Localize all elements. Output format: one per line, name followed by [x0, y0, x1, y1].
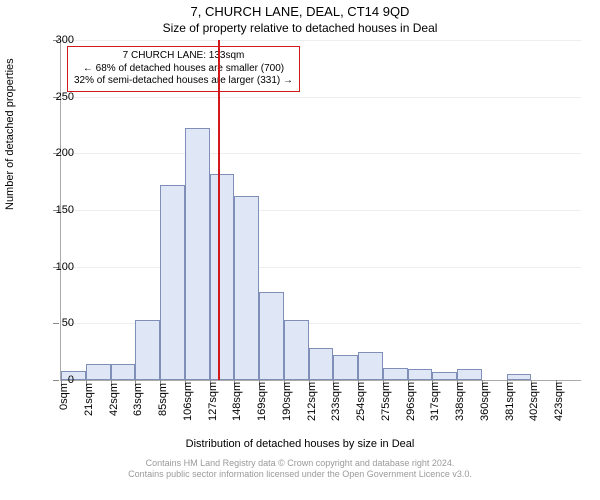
y-tick-label: 300	[34, 34, 74, 46]
x-tick-label: 106sqm	[182, 382, 194, 421]
histogram-bar	[358, 352, 383, 380]
histogram-bar	[507, 374, 532, 380]
footer-line-2: Contains public sector information licen…	[0, 469, 600, 480]
gridline	[61, 40, 581, 41]
plot-area: 7 CHURCH LANE: 133sqm ← 68% of detached …	[60, 40, 581, 381]
histogram-bar	[160, 185, 185, 380]
histogram-bar	[383, 368, 408, 380]
histogram-bar	[408, 369, 433, 380]
chart-subtitle: Size of property relative to detached ho…	[0, 21, 600, 35]
annotation-line-1: 7 CHURCH LANE: 133sqm	[74, 50, 293, 63]
y-tick-label: 100	[34, 261, 74, 273]
x-tick-label: 402sqm	[528, 382, 540, 421]
x-tick-label: 63sqm	[132, 382, 144, 415]
y-tick-label: 150	[34, 204, 74, 216]
gridline	[61, 267, 581, 268]
y-tick-label: 250	[34, 91, 74, 103]
x-tick-label: 148sqm	[231, 382, 243, 421]
x-tick-label: 0sqm	[58, 383, 70, 410]
histogram-bar	[234, 196, 259, 380]
x-tick-label: 317sqm	[429, 382, 441, 421]
histogram-bar	[457, 369, 482, 380]
histogram-bar	[333, 355, 358, 380]
x-tick-label: 296sqm	[405, 382, 417, 421]
footer-attribution: Contains HM Land Registry data © Crown c…	[0, 458, 600, 481]
y-tick-label: 200	[34, 147, 74, 159]
histogram-bar	[309, 348, 334, 380]
chart-title: 7, CHURCH LANE, DEAL, CT14 9QD	[0, 0, 600, 19]
histogram-bar	[185, 128, 210, 380]
x-tick-label: 169sqm	[256, 382, 268, 421]
footer-line-1: Contains HM Land Registry data © Crown c…	[0, 458, 600, 469]
x-tick-label: 21sqm	[83, 382, 95, 415]
histogram-bar	[210, 174, 235, 380]
y-axis-label: Number of detached properties	[4, 58, 16, 210]
x-tick-label: 423sqm	[553, 382, 565, 421]
x-tick-label: 85sqm	[157, 382, 169, 415]
x-tick-label: 360sqm	[479, 382, 491, 421]
marker-line	[218, 40, 220, 380]
gridline	[61, 210, 581, 211]
marker-annotation: 7 CHURCH LANE: 133sqm ← 68% of detached …	[67, 46, 300, 92]
histogram-bar	[259, 292, 284, 380]
x-tick-label: 42sqm	[108, 382, 120, 415]
x-tick-label: 338sqm	[454, 382, 466, 421]
x-tick-label: 275sqm	[380, 382, 392, 421]
histogram-bar	[284, 320, 309, 380]
x-tick-label: 381sqm	[504, 382, 516, 421]
histogram-bar	[135, 320, 160, 380]
x-tick-label: 127sqm	[207, 382, 219, 421]
gridline	[61, 153, 581, 154]
histogram-bar	[111, 364, 136, 380]
x-tick-label: 233sqm	[330, 382, 342, 421]
x-tick-label: 212sqm	[306, 382, 318, 421]
x-tick-label: 190sqm	[281, 382, 293, 421]
x-axis-label: Distribution of detached houses by size …	[0, 438, 600, 450]
property-size-histogram: 7, CHURCH LANE, DEAL, CT14 9QD Size of p…	[0, 0, 600, 500]
y-tick-label: 50	[34, 317, 74, 329]
histogram-bar	[432, 372, 457, 380]
annotation-line-3: 32% of semi-detached houses are larger (…	[74, 75, 293, 88]
x-tick-label: 254sqm	[355, 382, 367, 421]
annotation-line-2: ← 68% of detached houses are smaller (70…	[74, 63, 293, 76]
histogram-bar	[86, 364, 111, 380]
gridline	[61, 97, 581, 98]
